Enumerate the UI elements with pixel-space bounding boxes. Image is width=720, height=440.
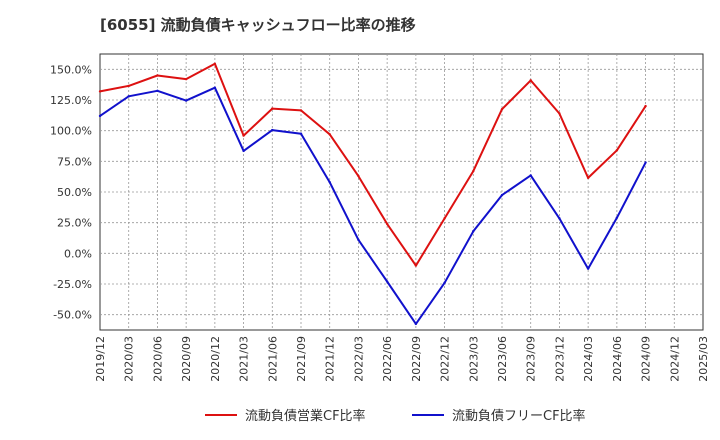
data-point	[558, 217, 561, 220]
y-tick-label: 25.0%	[57, 217, 92, 230]
y-axis: 150.0% 125.0% 100.0% 75.0% 50.0% 25.0% 0.0% -25…	[50, 63, 92, 321]
data-point	[299, 109, 303, 112]
series-line-2	[99, 86, 647, 325]
data-point	[98, 90, 102, 93]
x-tick-label: 2022/09	[410, 336, 423, 382]
legend: 流動負債営業CF比率 流動負債フリーCF比率	[205, 408, 586, 424]
x-tick-label: 2022/06	[381, 336, 394, 382]
data-point	[529, 79, 532, 82]
data-point	[472, 169, 475, 173]
data-point	[357, 238, 360, 242]
data-point	[586, 267, 590, 270]
data-point	[213, 62, 217, 66]
series-line-1	[99, 62, 647, 267]
data-point	[443, 281, 446, 284]
x-tick-label: 2023/12	[553, 336, 566, 382]
x-tick-label: 2024/03	[582, 336, 595, 382]
data-point	[184, 99, 188, 102]
data-point	[414, 264, 418, 267]
x-tick-label: 2020/09	[180, 336, 193, 382]
x-tick-label: 2023/03	[467, 336, 480, 382]
y-tick-label: 50.0%	[57, 186, 92, 199]
data-point	[156, 74, 159, 77]
data-point	[328, 180, 331, 184]
data-point	[127, 95, 130, 98]
data-point	[242, 149, 245, 153]
data-point	[644, 104, 647, 108]
x-tick-label: 2021/06	[266, 336, 279, 382]
data-point	[328, 133, 331, 136]
data-point	[242, 134, 245, 137]
data-point	[98, 114, 102, 118]
y-tick-label: 100.0%	[50, 125, 92, 138]
data-point	[529, 174, 532, 177]
x-tick-label: 2025/03	[697, 336, 710, 382]
x-tick-label: 2020/12	[209, 336, 222, 382]
data-point	[299, 132, 303, 135]
x-tick-label: 2023/09	[525, 336, 538, 382]
data-point	[443, 217, 446, 220]
y-tick-label: -25.0%	[53, 278, 92, 291]
data-point	[615, 216, 619, 219]
x-tick-label: 2022/03	[352, 336, 365, 382]
y-tick-label: 125.0%	[50, 94, 92, 107]
data-point	[500, 193, 504, 197]
data-point	[472, 230, 475, 233]
data-point	[644, 161, 647, 164]
legend-label-1: 流動負債営業CF比率	[245, 408, 366, 424]
chart-title: [6055] 流動負債キャッシュフロー比率の推移	[100, 16, 416, 34]
x-tick-label: 2022/12	[439, 336, 452, 382]
data-point	[385, 222, 389, 226]
data-point	[271, 107, 274, 110]
data-point	[271, 128, 274, 132]
data-point	[414, 322, 418, 326]
data-point	[213, 86, 217, 89]
x-tick-label: 2021/12	[324, 336, 337, 382]
x-tick-label: 2021/03	[238, 336, 251, 382]
y-tick-label: -50.0%	[53, 309, 92, 322]
data-point	[357, 174, 360, 178]
x-tick-label: 2024/12	[668, 336, 681, 382]
data-point	[385, 280, 389, 283]
series-lines	[98, 62, 647, 326]
y-tick-label: 150.0%	[50, 63, 92, 76]
x-tick-label: 2024/06	[611, 336, 624, 382]
x-tick-label: 2020/06	[151, 336, 164, 382]
data-point	[615, 149, 619, 152]
data-point	[586, 176, 590, 180]
x-tick-label: 2023/06	[496, 336, 509, 382]
x-axis: 2019/12 2020/03 2020/06 2020/09 2020/12 2021/…	[94, 336, 710, 382]
x-tick-label: 2019/12	[94, 336, 107, 382]
data-point	[558, 112, 561, 115]
y-tick-label: 0.0%	[64, 247, 92, 260]
x-tick-label: 2024/09	[640, 336, 653, 382]
data-point	[500, 108, 504, 111]
data-point	[184, 77, 188, 81]
data-point	[127, 84, 130, 88]
x-tick-label: 2021/09	[295, 336, 308, 382]
x-tick-label: 2020/03	[123, 336, 136, 382]
grid	[100, 54, 703, 330]
data-point	[156, 89, 159, 93]
legend-label-2: 流動負債フリーCF比率	[452, 408, 586, 424]
y-tick-label: 75.0%	[57, 155, 92, 168]
